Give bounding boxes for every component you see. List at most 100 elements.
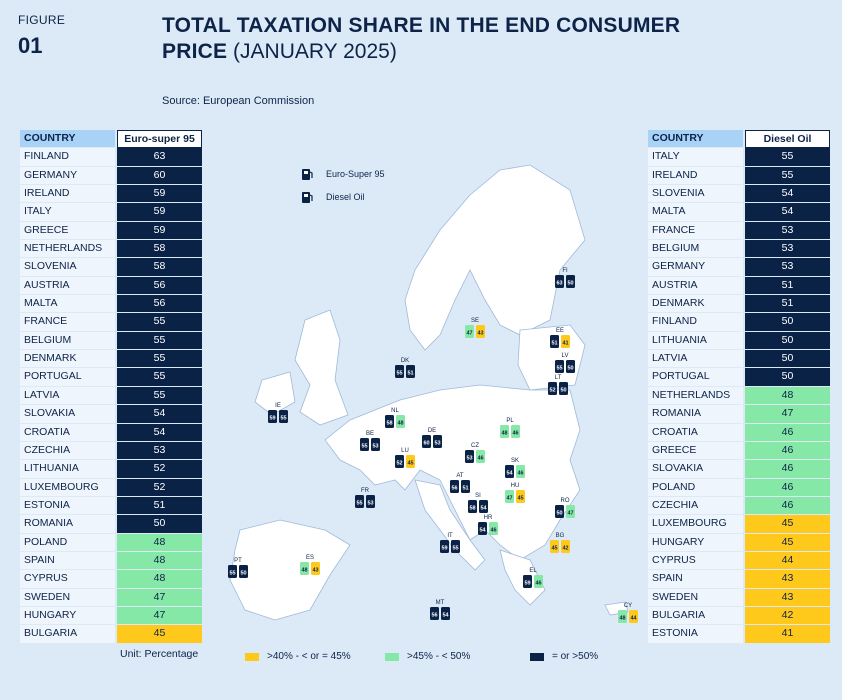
marker-diesel-value: 46	[490, 528, 496, 534]
table-row: CROATIA 46	[648, 423, 830, 442]
table-row: CYPRUS 48	[20, 570, 202, 589]
country-cell: AUSTRIA	[20, 276, 115, 296]
table-row: CROATIA 54	[20, 423, 202, 442]
marker-diesel-value: 54	[480, 506, 487, 512]
marker-lu: LU 52 45	[395, 448, 415, 468]
marker-petrol-value: 47	[506, 496, 512, 502]
table-row: SPAIN 43	[648, 570, 830, 589]
value-cell: 50	[745, 331, 830, 351]
marker-petrol-pump	[618, 610, 627, 623]
country-cell: GREECE	[648, 441, 743, 461]
country-cell: MALTA	[20, 295, 115, 314]
table-row: AUSTRIA 56	[20, 276, 202, 296]
marker-petrol-value: 55	[356, 501, 362, 507]
country-cell: SWEDEN	[20, 588, 115, 607]
marker-diesel-value: 53	[367, 501, 373, 507]
marker-petrol-pump	[555, 275, 564, 288]
marker-diesel-value: 50	[240, 571, 246, 577]
table-row: HUNGARY 47	[20, 606, 202, 626]
value-cell: 53	[117, 441, 202, 461]
legend-item-dark: = or >50%	[530, 651, 598, 662]
value-cell: 46	[745, 460, 830, 479]
value-cell: 55	[117, 368, 202, 387]
table-row: SLOVENIA 58	[20, 258, 202, 277]
table-row: SLOVAKIA 46	[648, 460, 830, 479]
marker-petrol-value: 51	[551, 341, 557, 347]
country-cell: BULGARIA	[648, 606, 743, 626]
country-cell: SPAIN	[20, 551, 115, 571]
marker-diesel-value: 43	[312, 568, 318, 574]
country-cell: FRANCE	[20, 313, 115, 332]
marker-petrol-pump	[468, 500, 477, 513]
table-row: LITHUANIA 50	[648, 331, 830, 351]
marker-diesel-value: 41	[562, 341, 568, 347]
value-cell: 59	[117, 203, 202, 222]
country-cell: BELGIUM	[20, 331, 115, 351]
table-row: LATVIA 55	[20, 386, 202, 406]
marker-code-label: AT	[456, 473, 464, 479]
country-cell: ROMANIA	[20, 515, 115, 534]
value-cell: 55	[117, 386, 202, 406]
marker-diesel-pump	[451, 540, 460, 553]
marker-cy: CY 48 44	[618, 603, 638, 623]
marker-diesel-value: 51	[462, 486, 468, 492]
table-row: BULGARIA 45	[20, 625, 202, 644]
country-cell: GREECE	[20, 221, 115, 241]
country-cell: IRELAND	[20, 185, 115, 204]
marker-petrol-value: 54	[506, 471, 513, 477]
country-cell: CROATIA	[648, 423, 743, 442]
marker-petrol-pump	[548, 382, 557, 395]
marker-sk: SK 54 46	[505, 458, 525, 478]
table-row: ITALY 55	[648, 148, 830, 167]
marker-diesel-pump	[406, 455, 415, 468]
marker-petrol-pump	[550, 335, 559, 348]
marker-petrol-pump	[450, 480, 459, 493]
marker-diesel-pump	[239, 565, 248, 578]
marker-petrol-pump	[300, 562, 309, 575]
marker-code-label: SK	[511, 458, 519, 464]
marker-petrol-pump	[550, 540, 559, 553]
country-cell: HUNGARY	[648, 533, 743, 552]
marker-petrol-value: 55	[361, 444, 367, 450]
table-row: ROMANIA 47	[648, 405, 830, 424]
value-cell: 47	[117, 606, 202, 626]
country-cell: LUXEMBOURG	[20, 478, 115, 497]
country-cell: ROMANIA	[648, 405, 743, 424]
legend-label: >40% - < or = 45%	[267, 651, 351, 662]
marker-petrol-value: 58	[469, 506, 475, 512]
marker-diesel-value: 48	[397, 421, 403, 427]
marker-petrol-pump	[355, 495, 364, 508]
marker-petrol-pump	[465, 450, 474, 463]
country-cell: MALTA	[648, 203, 743, 222]
marker-mt: MT 56 54	[430, 600, 450, 620]
country-cell: AUSTRIA	[648, 276, 743, 296]
table-row: DENMARK 51	[648, 295, 830, 314]
marker-si: SI 58 54	[468, 493, 488, 513]
table-header: COUNTRY Euro-super 95	[20, 130, 202, 149]
value-cell: 50	[745, 313, 830, 332]
value-cell: 51	[117, 496, 202, 516]
country-cell: PORTUGAL	[648, 368, 743, 387]
value-cell: 50	[117, 515, 202, 534]
table-row: FINLAND 63	[20, 148, 202, 167]
table-row: MALTA 54	[648, 203, 830, 222]
country-cell: ITALY	[648, 148, 743, 167]
marker-petrol-value: 54	[479, 528, 486, 534]
marker-code-label: RO	[561, 498, 570, 504]
value-cell: 42	[745, 606, 830, 626]
country-cell: NETHERLANDS	[20, 240, 115, 259]
marker-diesel-pump	[561, 540, 570, 553]
marker-diesel-pump	[476, 325, 485, 338]
marker-diesel-pump	[406, 365, 415, 378]
marker-diesel-value: 46	[477, 456, 483, 462]
value-cell: 55	[117, 350, 202, 369]
marker-be: BE 55 53	[360, 431, 380, 451]
country-cell: CROATIA	[20, 423, 115, 442]
marker-diesel-pump	[561, 335, 570, 348]
marker-diesel-pump	[366, 495, 375, 508]
marker-code-label: HU	[511, 483, 520, 489]
table-row: MALTA 56	[20, 295, 202, 314]
column-header-country: COUNTRY	[648, 130, 743, 149]
marker-se: SE 47 43	[465, 318, 485, 338]
marker-hr: HR 54 46	[478, 515, 498, 535]
